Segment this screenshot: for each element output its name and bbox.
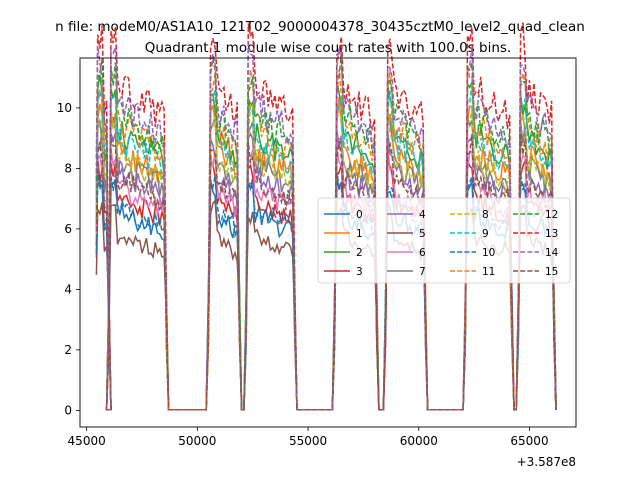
legend-label: 13 — [545, 228, 558, 240]
x-offset-label: +3.587e8 — [517, 455, 576, 469]
legend-label: 15 — [545, 266, 558, 278]
x-tick-label: 65000 — [510, 434, 548, 448]
legend-label: 6 — [419, 247, 426, 259]
y-tick-label: 10 — [57, 101, 72, 115]
y-tick-label: 8 — [64, 161, 72, 175]
x-axis: 45000 50000 55000 60000 65000 — [68, 427, 549, 448]
axes-frame — [79, 57, 577, 428]
x-tick-label: 50000 — [178, 434, 216, 448]
legend-label: 11 — [482, 266, 495, 278]
legend-label: 5 — [419, 228, 426, 240]
legend-label: 0 — [356, 209, 363, 221]
x-tick-label: 60000 — [400, 434, 438, 448]
series-line-12 — [95, 53, 557, 411]
legend-label: 12 — [545, 209, 558, 221]
series-line-14 — [95, 42, 557, 411]
series-line-11 — [95, 65, 557, 411]
series-line-2 — [95, 74, 557, 411]
y-tick-label: 2 — [64, 343, 72, 357]
series-line-8 — [95, 102, 557, 411]
legend-label: 2 — [356, 247, 363, 259]
y-tick-label: 4 — [64, 282, 72, 296]
legend-label: 3 — [356, 266, 363, 278]
y-tick-label: 0 — [64, 403, 72, 417]
y-axis: 0 2 4 6 8 10 — [57, 101, 80, 417]
y-tick-label: 6 — [64, 222, 72, 236]
legend-label: 1 — [356, 228, 363, 240]
series-line-13 — [95, 22, 557, 411]
legend-label: 4 — [419, 209, 426, 221]
series-line-7 — [95, 115, 557, 411]
series-line-10 — [95, 171, 557, 411]
chart-title: Quadrant 1 module wise count rates with … — [145, 40, 511, 56]
legend-box — [317, 197, 571, 284]
legend-label: 7 — [419, 266, 426, 278]
legend-label: 10 — [482, 247, 495, 259]
series-line-9 — [95, 86, 557, 411]
x-tick-label: 55000 — [289, 434, 327, 448]
x-tick-label: 45000 — [68, 434, 106, 448]
legend-label: 9 — [482, 228, 489, 240]
legend-label: 14 — [545, 247, 559, 259]
figure-suptitle: n file: modeM0/AS1A10_121T02_9000004378_… — [55, 19, 585, 35]
legend-label: 8 — [482, 209, 489, 221]
